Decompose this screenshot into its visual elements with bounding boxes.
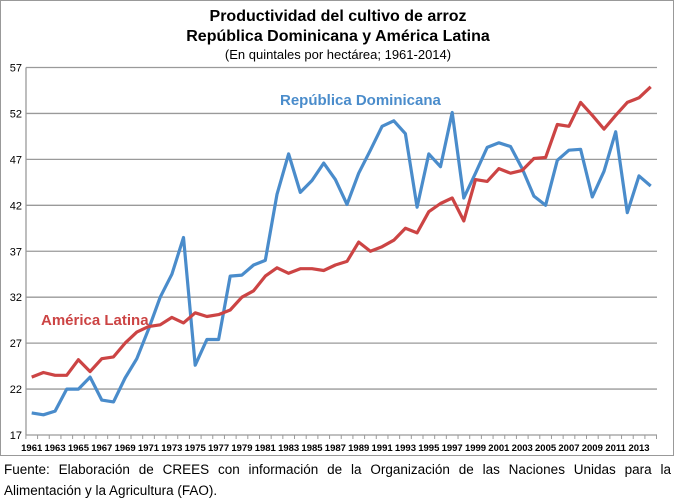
x-tick-label: 1969: [115, 443, 136, 454]
x-tick-label: 1987: [325, 443, 346, 454]
x-tick-label: 2005: [535, 443, 557, 454]
series-label-republica-dominicana: República Dominicana: [280, 92, 442, 109]
x-tick-label: 1985: [301, 443, 323, 454]
chart-title: Productividad del cultivo de arroz: [210, 8, 467, 25]
x-tick-label: 1995: [418, 443, 440, 454]
y-tick-label: 42: [10, 200, 22, 212]
x-tick-label: 1983: [278, 443, 299, 454]
chart-subtitle: (En quintales por hectárea; 1961-2014): [225, 47, 451, 62]
x-tick-label: 1975: [185, 443, 207, 454]
x-tick-label: 1991: [372, 443, 394, 454]
source-footnote: Fuente: Elaboración de CREES con informa…: [4, 462, 671, 498]
x-tick-label: 1981: [255, 443, 277, 454]
x-tick-label: 1989: [348, 443, 369, 454]
series-line-america-latina: [31, 85, 652, 379]
x-tick-label: 2013: [628, 443, 649, 454]
series-line-republica-dominicana: [31, 110, 652, 417]
y-tick-label: 32: [10, 292, 22, 304]
y-tick-label: 17: [10, 430, 22, 442]
x-tick-label: 1999: [465, 443, 486, 454]
y-tick-label: 22: [10, 384, 22, 396]
series-label-america-latina: América Latina: [41, 312, 149, 329]
x-tick-label: 2003: [512, 443, 533, 454]
y-tick-label: 47: [10, 154, 22, 166]
x-tick-label: 1961: [21, 443, 43, 454]
x-tick-label: 1993: [395, 443, 416, 454]
y-tick-label: 37: [10, 246, 22, 258]
x-tick-label: 2007: [558, 443, 579, 454]
x-tick-label: 1971: [138, 443, 160, 454]
y-tick-label: 52: [10, 108, 22, 120]
x-tick-label: 1973: [161, 443, 182, 454]
y-tick-label: 27: [10, 338, 22, 350]
chart-title-line2: República Dominicana y América Latina: [186, 28, 490, 45]
x-tick-label: 1979: [231, 443, 252, 454]
x-tick-label: 1997: [442, 443, 463, 454]
chart-border: [0, 0, 674, 456]
x-tick-label: 1967: [91, 443, 112, 454]
x-tick-label: 2001: [488, 443, 510, 454]
x-tick-label: 1965: [68, 443, 90, 454]
x-tick-label: 2009: [582, 443, 603, 454]
x-tick-label: 2011: [605, 443, 626, 454]
x-tick-label: 1977: [208, 443, 229, 454]
x-tick-label: 1963: [44, 443, 65, 454]
y-tick-label: 57: [10, 63, 22, 75]
